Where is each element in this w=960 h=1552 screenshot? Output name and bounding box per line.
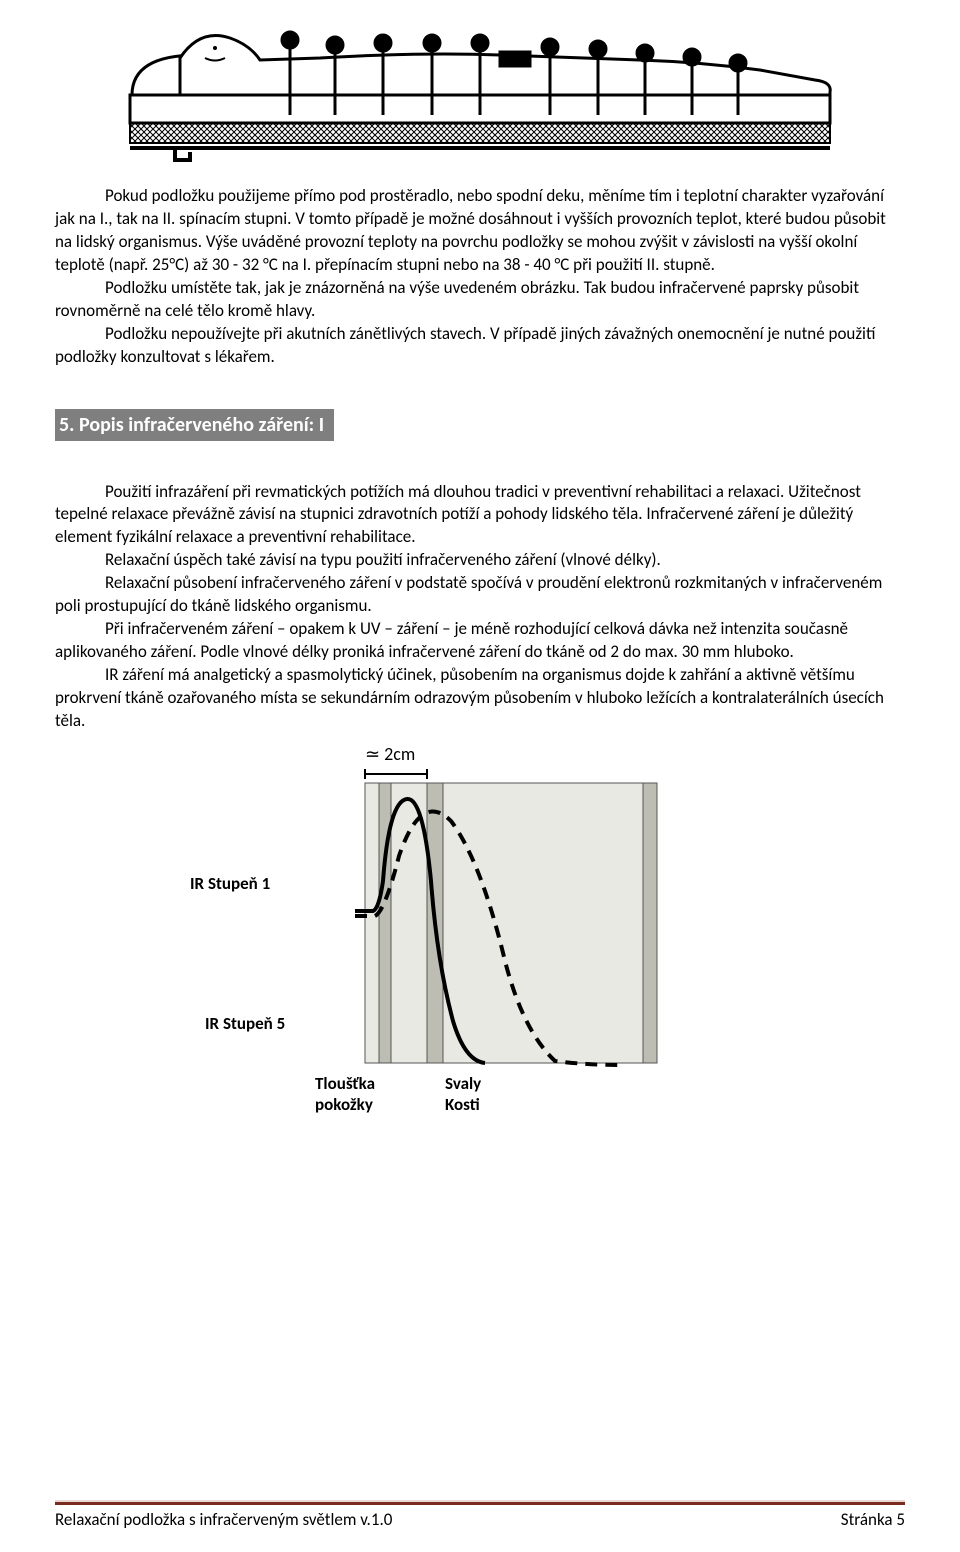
- top-illustration: [120, 0, 840, 165]
- ir-col2-line1: Svaly: [445, 1073, 481, 1094]
- ir-col1: Tloušťka pokožky: [315, 1073, 375, 1116]
- ir-col1-line2: pokožky: [315, 1094, 375, 1115]
- section5-p2: Relaxační úspěch také závisí na typu pou…: [55, 549, 905, 572]
- footer-left: Relaxační podložka s infračerveným světl…: [55, 1509, 392, 1530]
- ir-diagram-svg: [355, 761, 675, 1076]
- section5-p1: Použití infrazáření při revmatických pot…: [55, 481, 905, 550]
- section5-p3: Relaxační působení infračerveného záření…: [55, 572, 905, 618]
- section5-p4: Při infračerveném záření – opakem k UV –…: [55, 618, 905, 664]
- ir-col2: Svaly Kosti: [445, 1073, 481, 1116]
- page-footer: Relaxační podložka s infračerveným světl…: [55, 1502, 905, 1530]
- body-p3: Podložku nepoužívejte při akutních zánět…: [55, 323, 905, 369]
- ir-stage1-label: IR Stupeň 1: [190, 873, 270, 894]
- ir-col1-line1: Tloušťka: [315, 1073, 375, 1094]
- ir-depth-diagram: ≃ 2cm IR Stupeň 1 IR Stupeň 5 Tloušť: [55, 743, 905, 1123]
- ir-stage5-label: IR Stupeň 5: [205, 1013, 285, 1034]
- section5-p5: IR záření má analgetický a spasmolytický…: [55, 664, 905, 733]
- footer-rule: [55, 1502, 905, 1505]
- ir-col2-line2: Kosti: [445, 1094, 481, 1115]
- body-p1: Pokud podložku použijeme přímo pod prost…: [55, 185, 905, 277]
- ir-bottom-labels: Tloušťka pokožky Svaly Kosti: [315, 1073, 481, 1116]
- body-p2: Podložku umístěte tak, jak je znázorněná…: [55, 277, 905, 323]
- footer-right: Stránka 5: [841, 1509, 905, 1530]
- body-paragraphs: Pokud podložku použijeme přímo pod prost…: [55, 185, 905, 369]
- section5-heading: 5. Popis infračerveného záření: I: [55, 409, 334, 441]
- section5-paragraphs: Použití infrazáření při revmatických pot…: [55, 481, 905, 733]
